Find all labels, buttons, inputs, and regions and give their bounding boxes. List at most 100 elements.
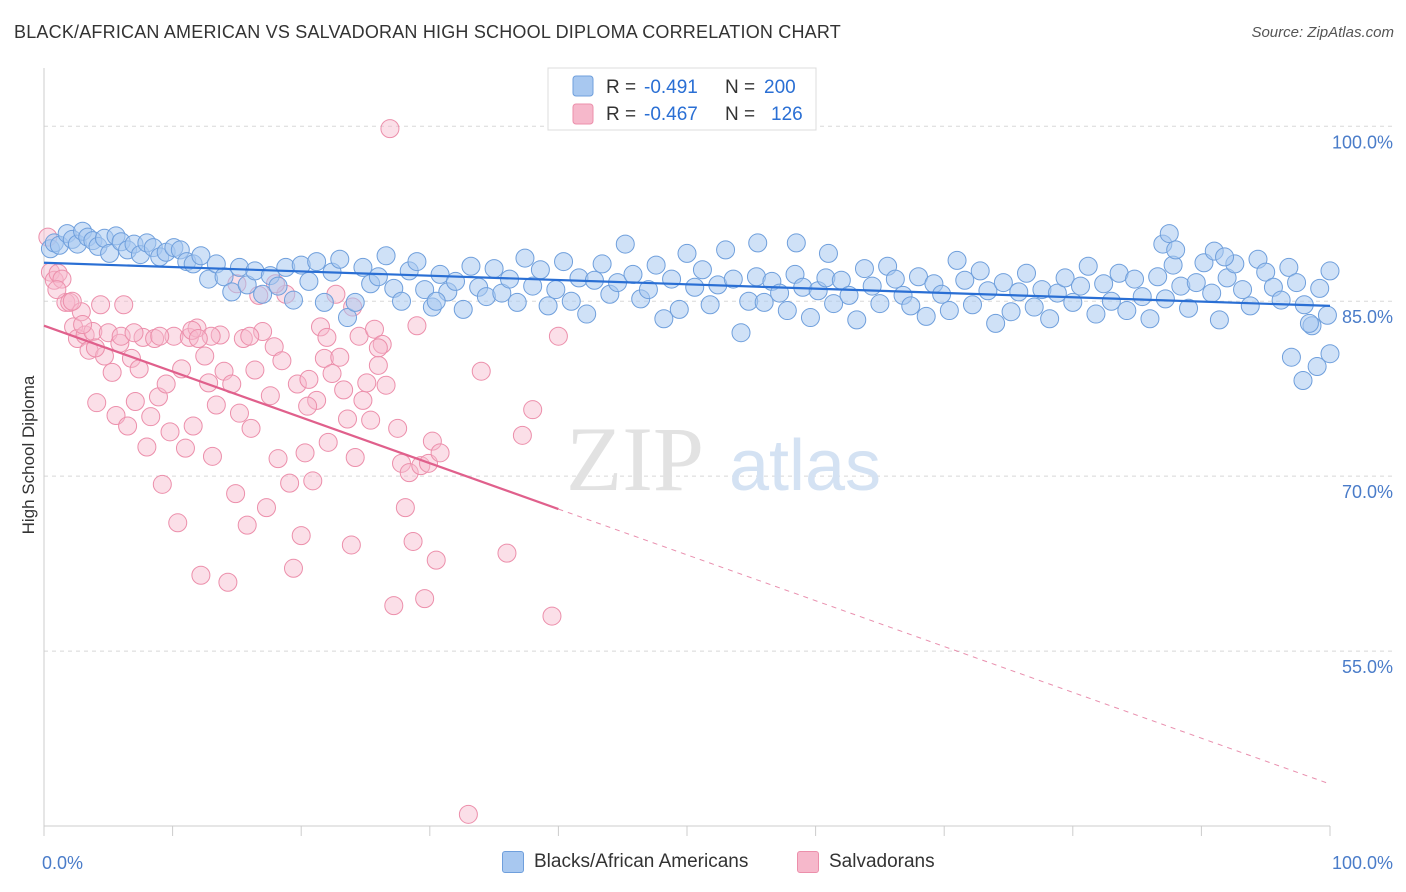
point-salvadorans-83 — [357, 373, 377, 393]
point-salvadorans-12 — [83, 322, 103, 342]
point-blacks-152 — [1171, 276, 1191, 296]
point-salvadorans-64 — [283, 558, 303, 578]
point-blacks-149 — [1148, 267, 1168, 287]
point-salvadorans-125 — [124, 323, 144, 343]
point-blacks-104 — [800, 308, 820, 328]
point-salvadorans-114 — [317, 327, 337, 347]
point-blacks-184 — [786, 233, 806, 253]
point-blacks-80 — [615, 234, 635, 254]
y-tick-label-3: 55.0% — [1342, 657, 1393, 677]
point-salvadorans-115 — [62, 291, 82, 311]
point-salvadorans-52 — [237, 515, 257, 535]
point-blacks-137 — [1055, 268, 1075, 288]
point-salvadorans-36 — [175, 438, 195, 458]
point-salvadorans-30 — [152, 474, 172, 494]
point-salvadorans-63 — [280, 473, 300, 493]
point-blacks-48 — [368, 267, 388, 287]
point-salvadorans-14 — [91, 295, 111, 315]
point-blacks-62 — [476, 287, 496, 307]
point-blacks-125 — [962, 295, 982, 315]
legend-top: R = -0.491 N = 200 R = -0.467 N = 126 — [547, 67, 817, 131]
point-blacks-117 — [901, 296, 921, 316]
point-salvadorans-104 — [471, 361, 491, 381]
point-salvadorans-40 — [191, 565, 211, 585]
point-blacks-160 — [1233, 280, 1253, 300]
point-salvadorans-89 — [380, 119, 400, 139]
point-salvadorans-57 — [256, 498, 276, 518]
point-blacks-37 — [283, 290, 303, 310]
point-salvadorans-101 — [426, 550, 446, 570]
point-salvadorans-85 — [365, 319, 385, 339]
point-salvadorans-58 — [260, 386, 280, 406]
point-salvadorans-28 — [145, 329, 165, 349]
point-salvadorans-122 — [73, 315, 93, 335]
point-salvadorans-33 — [164, 326, 184, 346]
point-blacks-90 — [692, 260, 712, 280]
point-blacks-30 — [229, 257, 249, 277]
point-salvadorans-91 — [388, 418, 408, 438]
point-salvadorans-17 — [102, 362, 122, 382]
point-salvadorans-84 — [361, 410, 381, 430]
point-blacks-85 — [654, 309, 674, 329]
point-blacks-118 — [908, 267, 928, 287]
point-blacks-170 — [1310, 278, 1330, 298]
point-blacks-146 — [1125, 269, 1145, 289]
point-salvadorans-79 — [341, 535, 361, 555]
y-tick-label-1: 85.0% — [1342, 307, 1393, 327]
point-salvadorans-32 — [160, 422, 180, 442]
point-salvadorans-54 — [245, 360, 265, 380]
point-salvadorans-126 — [188, 329, 208, 349]
point-blacks-40 — [307, 252, 327, 272]
point-blacks-182 — [1320, 344, 1340, 364]
point-blacks-54 — [415, 280, 435, 300]
point-blacks-67 — [515, 248, 535, 268]
point-blacks-133 — [1024, 297, 1044, 317]
point-blacks-70 — [538, 296, 558, 316]
point-salvadorans-94 — [399, 463, 419, 483]
source-label: Source: ZipAtlas.com — [1251, 24, 1394, 41]
point-salvadorans-111 — [111, 326, 131, 346]
point-salvadorans-21 — [118, 416, 138, 436]
point-blacks-98 — [754, 292, 774, 312]
point-blacks-83 — [638, 280, 658, 300]
point-salvadorans-112 — [150, 326, 170, 346]
point-blacks-60 — [461, 256, 481, 276]
x-tick-label-1: 100.0% — [1332, 853, 1393, 873]
trend-line-blacks — [43, 261, 1331, 307]
legend-swatch-blue — [502, 851, 524, 873]
point-blacks-126 — [970, 261, 990, 281]
point-blacks-25 — [191, 246, 211, 266]
point-salvadorans-78 — [337, 409, 357, 429]
grid-lines — [44, 125, 1393, 652]
point-blacks-110 — [847, 310, 867, 330]
point-blacks-29 — [222, 282, 242, 302]
point-salvadorans-42 — [199, 373, 219, 393]
legend-r-label-pink: R = — [606, 104, 636, 125]
axes — [43, 68, 1331, 836]
legend-n-label-blue: N = — [725, 77, 755, 98]
point-blacks-43 — [330, 249, 350, 269]
point-blacks-135 — [1040, 309, 1060, 329]
point-blacks-130 — [1001, 302, 1021, 322]
point-blacks-124 — [955, 270, 975, 290]
point-salvadorans-109 — [548, 326, 568, 346]
point-blacks-167 — [1287, 273, 1307, 293]
point-blacks-89 — [685, 277, 705, 297]
point-salvadorans-53 — [241, 418, 261, 438]
point-blacks-77 — [592, 254, 612, 274]
point-blacks-63 — [484, 259, 504, 279]
x-tick-label-0: 0.0% — [42, 853, 83, 873]
point-salvadorans-44 — [206, 395, 226, 415]
point-salvadorans-4 — [52, 269, 72, 289]
point-salvadorans-98 — [415, 589, 435, 609]
point-salvadorans-20 — [114, 295, 134, 315]
point-salvadorans-39 — [187, 318, 207, 338]
point-blacks-183 — [748, 233, 768, 253]
point-blacks-128 — [986, 313, 1006, 333]
legend-top-pink-swatch — [572, 103, 594, 125]
point-blacks-86 — [662, 269, 682, 289]
point-salvadorans-120 — [298, 396, 318, 416]
point-blacks-129 — [993, 273, 1013, 293]
watermark: ZIP atlas — [566, 408, 881, 510]
point-blacks-93 — [716, 240, 736, 260]
